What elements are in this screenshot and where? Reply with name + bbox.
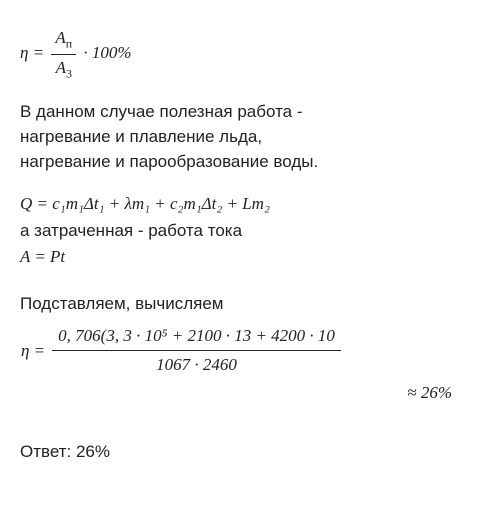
fraction-numerator: Aп	[51, 26, 76, 55]
long-numerator: 0, 706(3, 3 · 10⁵ + 2100 · 13 + 4200 · 1…	[52, 324, 341, 352]
text-line: В данном случае полезная работа -	[20, 102, 303, 121]
heat-equation: Q = c₁m₁Δt₁ + λm₁ + c₂m₁Δt₂ + Lm₂	[20, 192, 480, 217]
text-work-current: а затраченная - работа тока	[20, 219, 480, 244]
calculation-formula: η = 0, 706(3, 3 · 10⁵ + 2100 · 13 + 4200…	[20, 323, 480, 379]
eta-lhs-long: η =	[21, 341, 45, 360]
approx-result: ≈ 26%	[20, 381, 480, 406]
efficiency-formula: η = Aп A3 · 100%	[20, 26, 480, 82]
long-denominator: 1067 · 2460	[52, 351, 341, 378]
text-substitute: Подставляем, вычисляем	[20, 292, 480, 317]
eq1-tail: · 100%	[83, 43, 131, 62]
fraction-denominator: A3	[51, 55, 76, 83]
work-equation: A = Pt	[20, 245, 480, 270]
text-line: нагревание и парообразование воды.	[20, 152, 318, 171]
explanation-paragraph: В данном случае полезная работа - нагрев…	[20, 100, 480, 174]
text-line: нагревание и плавление льда,	[20, 127, 262, 146]
final-answer: Ответ: 26%	[20, 440, 480, 465]
fraction: Aп A3	[51, 26, 76, 82]
eta-lhs: η =	[20, 43, 44, 62]
